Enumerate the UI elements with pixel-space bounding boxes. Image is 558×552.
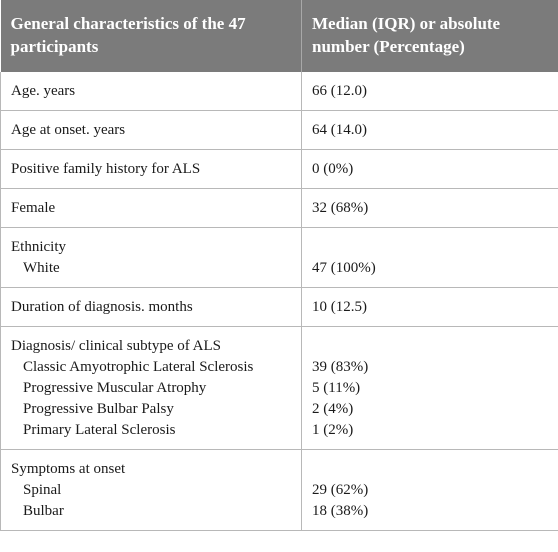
row-value: 66 (12.0) xyxy=(301,72,558,111)
row-value: 64 (14.0) xyxy=(301,110,558,150)
row-label-group: Ethnicity White xyxy=(0,227,302,288)
row-label-group: Symptoms at onset Spinal Bulbar xyxy=(0,449,302,531)
table-row: Positive family history for ALS 0 (0%) xyxy=(0,149,558,189)
row-label: Positive family history for ALS xyxy=(0,149,302,189)
table-body: Age. years 66 (12.0) Age at onset. years… xyxy=(0,72,558,531)
sub-value: 47 (100%) xyxy=(312,260,376,276)
table-row: Age at onset. years 64 (14.0) xyxy=(0,110,558,150)
header-characteristics: General characteristics of the 47 partic… xyxy=(0,0,302,72)
group-label: Ethnicity xyxy=(11,239,66,255)
row-value-group: 29 (62%) 18 (38%) xyxy=(301,449,558,531)
table-row: Duration of diagnosis. months 10 (12.5) xyxy=(0,287,558,327)
sub-label: White xyxy=(23,260,60,276)
sub-label: Primary Lateral Sclerosis xyxy=(23,422,176,438)
header-median: Median (IQR) or absolute number (Percent… xyxy=(301,0,558,72)
table-header: General characteristics of the 47 partic… xyxy=(0,0,558,72)
spacer xyxy=(312,336,548,357)
sub-value: 2 (4%) xyxy=(312,401,354,417)
row-value-group: 39 (83%) 5 (11%) 2 (4%) 1 (2%) xyxy=(301,326,558,450)
header-row: General characteristics of the 47 partic… xyxy=(0,0,558,72)
sub-label: Progressive Bulbar Palsy xyxy=(23,401,174,417)
sub-value: 1 (2%) xyxy=(312,422,354,438)
row-label: Duration of diagnosis. months xyxy=(0,287,302,327)
sub-value: 18 (38%) xyxy=(312,503,369,519)
table-row: Age. years 66 (12.0) xyxy=(0,72,558,111)
row-value: 32 (68%) xyxy=(301,188,558,228)
sub-label: Bulbar xyxy=(23,503,64,519)
table-row: Ethnicity White 47 (100%) xyxy=(0,227,558,288)
spacer xyxy=(312,459,548,480)
table-row: Symptoms at onset Spinal Bulbar 29 (62%)… xyxy=(0,449,558,531)
row-label-group: Diagnosis/ clinical subtype of ALS Class… xyxy=(0,326,302,450)
row-label: Age. years xyxy=(0,72,302,111)
spacer xyxy=(312,237,548,258)
sub-label: Classic Amyotrophic Lateral Sclerosis xyxy=(23,359,254,375)
sub-value: 29 (62%) xyxy=(312,482,369,498)
row-value: 0 (0%) xyxy=(301,149,558,189)
sub-label: Progressive Muscular Atrophy xyxy=(23,380,207,396)
characteristics-table: General characteristics of the 47 partic… xyxy=(0,0,558,531)
row-label: Age at onset. years xyxy=(0,110,302,150)
sub-value: 39 (83%) xyxy=(312,359,369,375)
row-label: Female xyxy=(0,188,302,228)
row-value: 10 (12.5) xyxy=(301,287,558,327)
group-label: Diagnosis/ clinical subtype of ALS xyxy=(11,338,221,354)
sub-value: 5 (11%) xyxy=(312,380,361,396)
table-row: Diagnosis/ clinical subtype of ALS Class… xyxy=(0,326,558,450)
table-row: Female 32 (68%) xyxy=(0,188,558,228)
row-value-group: 47 (100%) xyxy=(301,227,558,288)
group-label: Symptoms at onset xyxy=(11,461,126,477)
sub-label: Spinal xyxy=(23,482,62,498)
